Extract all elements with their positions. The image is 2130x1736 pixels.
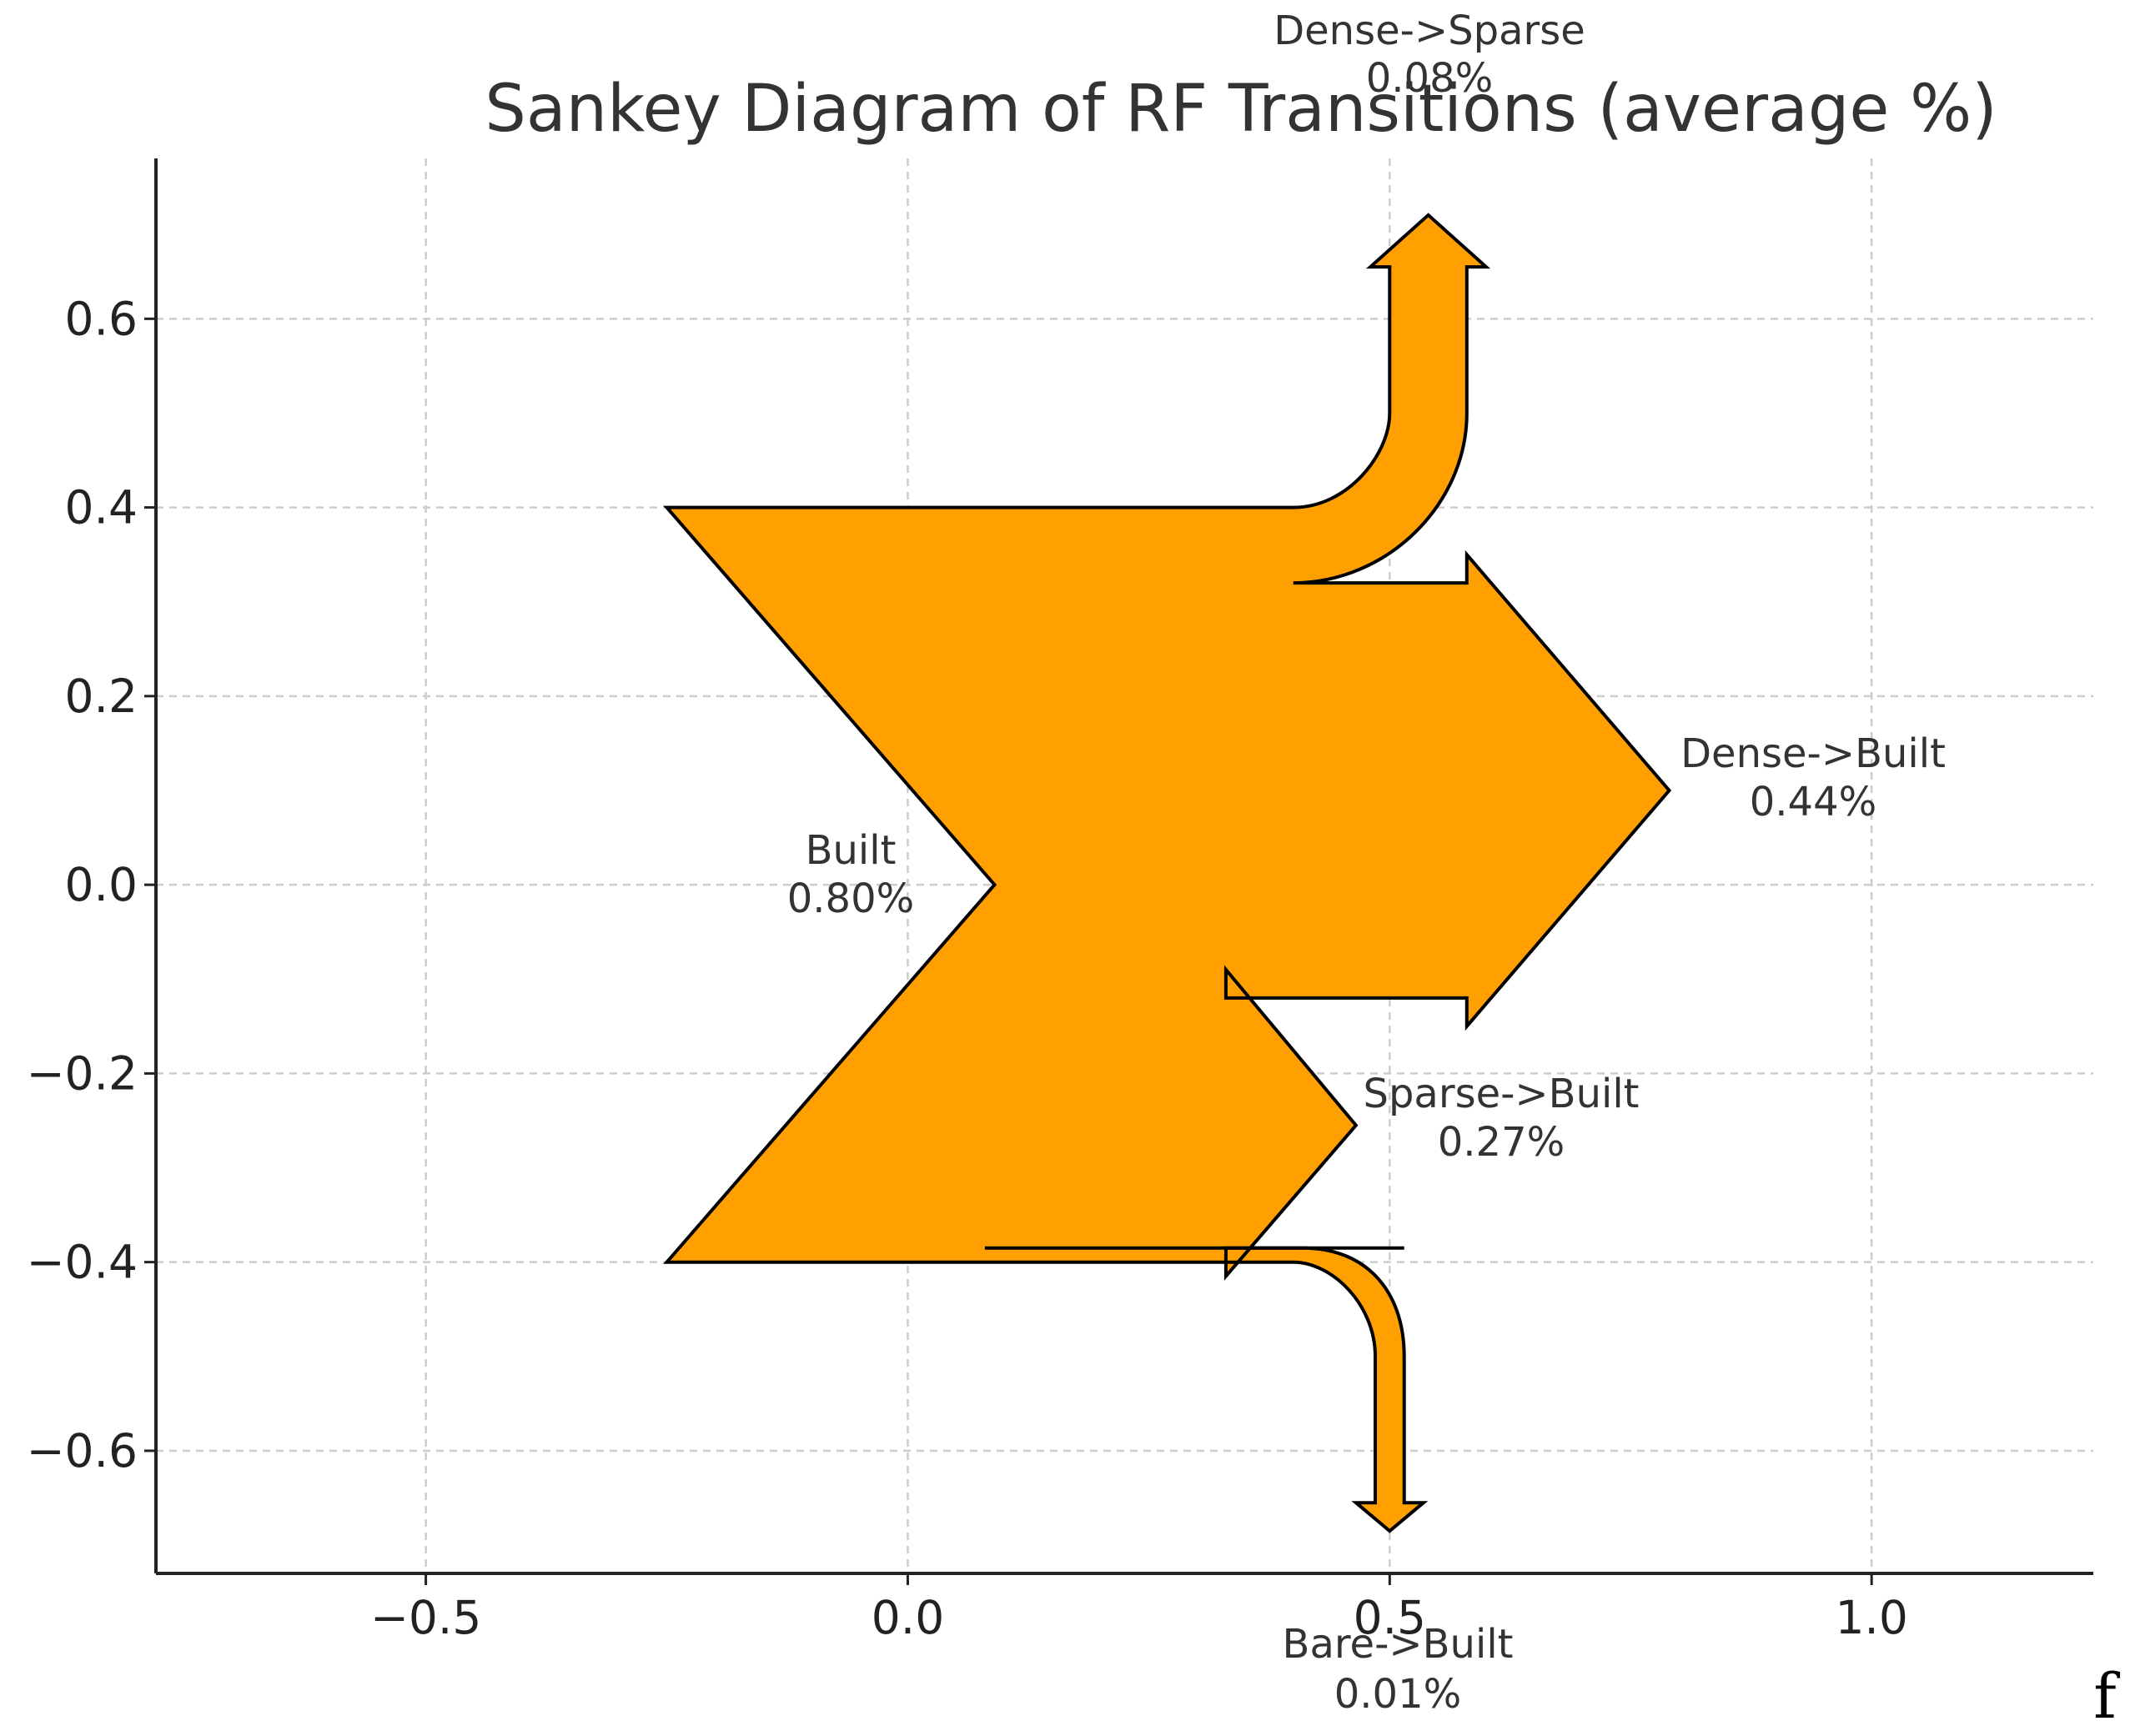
x-tick-label-2: 0.5 xyxy=(1354,1591,1426,1644)
flow-label-dense-sparse-value: 0.08% xyxy=(1366,55,1493,102)
axis-ticks: −0.5 0.0 0.5 1.0 0.6 0.4 0.2 0.0 −0.2 −0.4 −0.6 xyxy=(26,292,1907,1644)
axes xyxy=(154,158,2093,1575)
y-tick-label-4: −0.2 xyxy=(26,1046,138,1100)
y-tick-label-3: 0.0 xyxy=(65,858,138,911)
sankey-diagram xyxy=(663,213,1672,1533)
flow-label-sparse-built-value: 0.27% xyxy=(1438,1119,1565,1166)
y-tick-label-5: −0.4 xyxy=(26,1236,138,1289)
chart-title: Sankey Diagram of RF Transitions (averag… xyxy=(485,72,1997,147)
y-tick-label-2: 0.2 xyxy=(65,670,138,723)
y-tick-label-1: 0.4 xyxy=(65,481,138,534)
x-tick-label-3: 1.0 xyxy=(1835,1591,1907,1644)
x-tick-label-1: 0.0 xyxy=(872,1591,944,1644)
y-tick-label-6: −0.6 xyxy=(26,1424,138,1478)
y-tick-label-0: 0.6 xyxy=(65,292,138,345)
x-tick-label-0: −0.5 xyxy=(370,1591,482,1644)
flow-label-sparse-built-name: Sparse->Built xyxy=(1363,1071,1639,1117)
grid-lines xyxy=(156,158,2093,1573)
corner-mark: f xyxy=(2093,1661,2120,1733)
flow-label-dense-built-value: 0.44% xyxy=(1750,779,1876,825)
flow-label-dense-built-name: Dense->Built xyxy=(1680,730,1946,777)
flow-label-bare-built-value: 0.01% xyxy=(1334,1671,1461,1718)
flow-label-dense-sparse-name: Dense->Sparse xyxy=(1273,8,1585,54)
flow-label-built-name: Built xyxy=(806,827,897,874)
flow-label-built-value: 0.80% xyxy=(787,876,914,922)
flow-labels: Built 0.80% Dense->Sparse 0.08% Dense->B… xyxy=(787,8,1946,1718)
flow-label-bare-built-name: Bare->Built xyxy=(1283,1621,1514,1668)
sankey-flow-body xyxy=(663,213,1672,1533)
